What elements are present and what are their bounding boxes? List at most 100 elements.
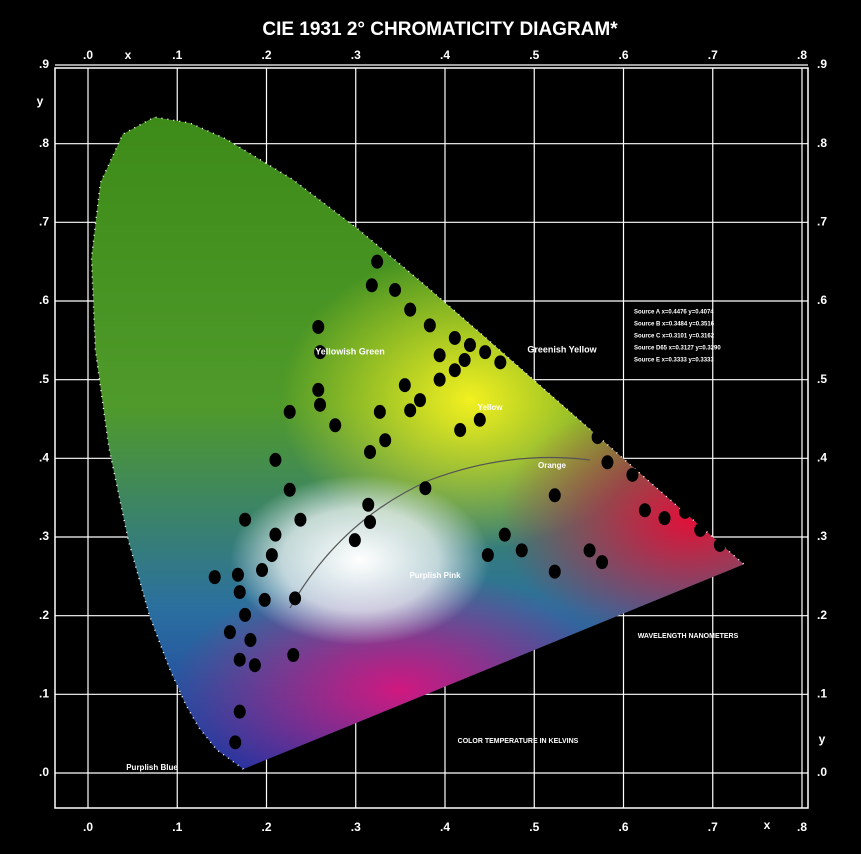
data-point [601,455,614,470]
spectral-locus [90,116,745,770]
chart-title: CIE 1931 2° CHROMATICITY DIAGRAM* [262,19,618,40]
x-tick-label: .6 [618,48,628,62]
x-tick-label: .0 [83,820,93,834]
data-point [231,567,244,582]
planckian-locus [289,456,591,609]
data-point [287,648,300,662]
data-point [233,704,246,719]
data-point [329,418,342,433]
data-point [348,533,361,548]
y-tick-label: .1 [39,687,49,701]
data-point [404,302,417,317]
region-label: Purplish Blue [126,763,178,772]
data-point [233,652,246,667]
data-point [364,445,377,460]
y-axis-label: y [819,732,826,746]
data-point [414,393,427,408]
y-tick-label: .0 [39,765,49,779]
x-tick-label: .3 [351,48,361,62]
data-point [269,452,282,467]
y-tick-label: .9 [817,57,827,71]
data-point [591,430,604,445]
data-point [658,511,671,526]
data-point [314,397,327,412]
data-point [248,658,261,673]
data-point [404,403,417,418]
data-point [498,527,511,542]
y-tick-label: .1 [817,687,827,701]
region-label: Yellowish Green [315,346,385,356]
data-point [423,318,436,333]
data-point [223,625,236,640]
x-tick-label: .0 [83,48,93,62]
x-tick-label: .3 [351,820,361,834]
data-point [362,497,375,512]
y-tick-label: .5 [39,372,49,386]
data-point [596,555,609,570]
data-point [448,330,461,345]
source-label: Source C x=0.3101 y=0.3162 [634,334,715,340]
y-tick-label: .8 [39,136,49,150]
color-gamut [91,117,744,770]
x-tick-label: .1 [172,820,182,834]
data-point [494,355,507,370]
frame [54,67,809,809]
data-point [548,564,561,579]
data-point [265,548,278,563]
x-tick-label: .2 [261,820,271,834]
y-tick-label: .2 [817,608,827,622]
x-tick-label: .4 [440,48,450,62]
x-axis-label: x [125,48,132,62]
data-point [283,404,296,419]
data-point [481,548,494,563]
data-point [371,254,384,269]
x-tick-label: .4 [440,820,450,834]
x-tick-label: .2 [261,48,271,62]
x-axis-label: x [764,818,771,832]
y-tick-label: .4 [39,451,49,465]
data-point [473,412,486,427]
y-tick-label: .0 [817,765,827,779]
y-tick-label: .7 [817,215,827,229]
source-label: Source A x=0.4476 y=0.4074 [634,310,714,316]
x-tick-label: .8 [797,820,807,834]
data-point [548,488,561,503]
data-point [373,404,386,419]
data-point [365,278,378,293]
x-tick-label: .7 [708,48,718,62]
data-point [314,345,327,360]
data-point [379,433,392,448]
region-label: Greenish Yellow [527,344,597,354]
region-label: Yellow [478,403,504,412]
data-point [433,372,446,387]
data-point [713,537,726,552]
y-tick-label: .6 [39,293,49,307]
data-point [448,363,461,378]
data-point [233,585,246,600]
y-tick-label: .9 [39,57,49,71]
data-point [312,382,325,397]
data-point [463,338,476,353]
data-point [454,423,467,438]
data-point [583,543,596,558]
region-label: WAVELENGTH NANOMETERS [638,633,739,640]
data-point [626,467,639,482]
x-tick-label: .1 [172,48,182,62]
source-label: Source E x=0.3333 y=0.3333 [634,358,714,364]
data-point [433,348,446,363]
data-point [679,504,692,519]
data-point [258,592,271,607]
data-point [458,353,471,367]
data-point [479,345,492,360]
x-tick-label: .5 [529,48,539,62]
data-point [364,515,377,530]
source-label: Source D65 x=0.3127 y=0.3290 [634,346,721,352]
data-point [294,512,307,527]
y-tick-label: .8 [817,136,827,150]
region-label: COLOR TEMPERATURE IN KELVINS [458,738,579,745]
data-point [694,522,707,537]
data-point [398,378,411,393]
data-point [289,591,302,606]
data-point [244,633,257,648]
